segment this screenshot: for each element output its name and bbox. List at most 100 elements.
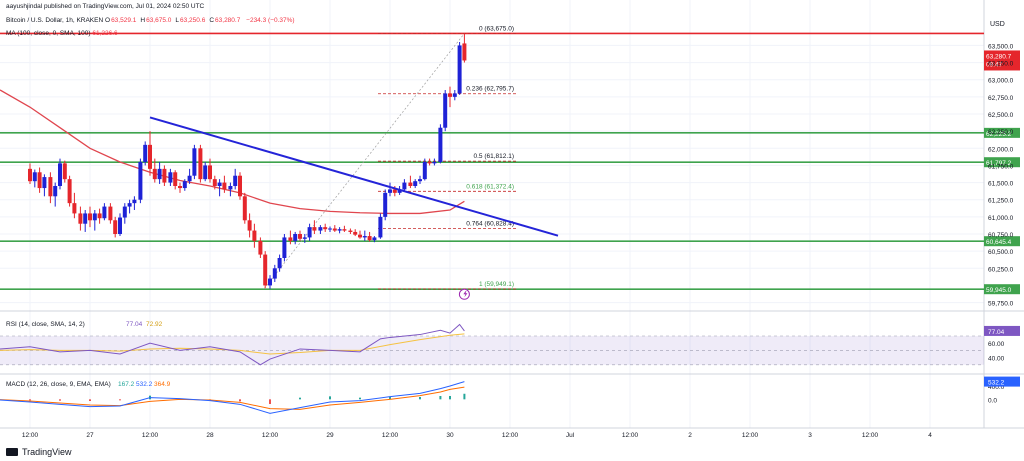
candle-body	[293, 234, 298, 241]
price-tick: 61,000.0	[988, 215, 1014, 222]
candle-body	[217, 182, 222, 186]
candle-body	[83, 213, 88, 224]
level-tag-text: 61,797.2	[986, 160, 1012, 167]
time-tick: 28	[206, 432, 214, 439]
macd-legend-label: MACD (12, 26, close, 9, EMA, EMA)	[6, 381, 111, 388]
level-tag-text: 60,645.4	[986, 239, 1012, 246]
candle-body	[358, 234, 362, 238]
candle-body	[192, 148, 197, 176]
macd-tick: 0.0	[988, 397, 997, 404]
candle-body	[138, 162, 143, 200]
footer-brand: TradingView	[22, 447, 72, 457]
price-tick: 62,500.0	[988, 112, 1014, 119]
price-tick: 63,250.0	[988, 61, 1014, 68]
macd-histogram-bar	[439, 396, 442, 400]
candle-body	[212, 179, 217, 186]
macd-histogram-bar	[269, 399, 271, 404]
candle-body	[62, 163, 67, 180]
candle-body	[462, 43, 467, 61]
ma-legend: MA (100, close, 0, SMA, 100) 61,226.6	[6, 30, 118, 37]
last-price-countdown: 09:47	[986, 61, 1003, 68]
candle-body	[118, 217, 122, 234]
level-tag-text: 59,945.0	[986, 287, 1012, 294]
candle-body	[258, 240, 263, 255]
tradingview-logo-icon	[6, 448, 18, 456]
rsi-legend-value: 77.04	[126, 321, 143, 328]
candle-body	[157, 168, 162, 180]
price-tick: 63,000.0	[988, 78, 1014, 85]
macd-histogram-bar	[299, 397, 301, 400]
ma-label: MA (100, close, 0, SMA, 100)	[6, 30, 91, 37]
fib-label-0.618: 0.618 (61,372.4)	[466, 183, 514, 190]
last-price-value: 63,280.7	[986, 53, 1012, 60]
candle-body	[148, 144, 152, 169]
level-tag-support-62225	[984, 127, 1020, 138]
candle-body	[392, 189, 397, 193]
macd-value-tag-text: 532.2	[988, 380, 1005, 387]
candle-body	[72, 203, 77, 214]
candle-body	[443, 93, 448, 128]
rsi-legend-label: RSI (14, close, SMA, 14, 2)	[6, 321, 85, 328]
price-axis: 62,225.2 61,797.2 60,645.4 59,945.0 63,280.7…	[984, 21, 1020, 404]
ohlc-value-O: 63,529.1	[111, 17, 137, 24]
macd-histogram-bar	[119, 399, 121, 401]
time-tick: 4	[928, 432, 932, 439]
candle-body	[53, 186, 58, 197]
candle-body	[182, 181, 187, 189]
rsi-tick: 40.00	[988, 356, 1005, 363]
price-tick: 59,750.0	[988, 301, 1014, 308]
level-tag-text: 62,225.2	[986, 131, 1012, 138]
time-tick: 27	[86, 432, 94, 439]
price-tick: 62,750.0	[988, 95, 1014, 102]
candle-body	[228, 186, 233, 190]
candle-body	[58, 163, 62, 186]
candle-body	[97, 213, 102, 219]
macd-legend-macd: 532.2	[136, 381, 153, 388]
macd-tick: 400.0	[988, 384, 1005, 391]
macd-histogram-bar	[449, 396, 451, 400]
candle-body	[312, 227, 317, 231]
time-tick: 12:00	[22, 432, 39, 439]
candle-body	[342, 229, 347, 231]
fib-label-1: 1 (59,949.1)	[479, 281, 514, 288]
ohlc-label-H: H	[140, 17, 146, 24]
candle-body	[143, 144, 148, 162]
last-price-tag	[984, 50, 1020, 71]
fib-retracement: 0 (63,675.0) 0.236 (62,795.7) 0.5 (61,812.…	[263, 25, 516, 290]
currency-label: USD	[990, 21, 1005, 28]
rsi-legend-ma-value: 72.92	[146, 321, 163, 328]
macd-histogram-bar	[389, 396, 391, 400]
candle-body	[457, 45, 462, 94]
candle-body	[168, 172, 173, 183]
candle-body	[252, 230, 257, 241]
trendline[interactable]	[149, 116, 559, 237]
price-tick: 60,750.0	[988, 232, 1014, 239]
candle-body	[372, 237, 377, 241]
rsi-tick: 60.00	[988, 341, 1005, 348]
candle-body	[173, 172, 178, 186]
candle-body	[247, 220, 252, 231]
macd-histogram-bar	[359, 397, 361, 400]
time-tick: 12:00	[862, 432, 879, 439]
lightning-icon-glyph	[463, 291, 468, 298]
candle-body	[78, 213, 83, 224]
ohlc-label-C: C	[209, 17, 215, 24]
candle-body	[378, 216, 383, 238]
symbol-legend: Bitcoin / U.S. Dollar, 1h, KRAKEN O63,52…	[6, 17, 295, 24]
ohlc-values: O63,529.1 H63,675.0 L63,250.6 C63,280.7	[105, 17, 244, 24]
macd-signal-line	[0, 386, 465, 410]
candle-body	[208, 165, 212, 180]
candle-body	[427, 162, 432, 164]
candles	[28, 33, 467, 289]
time-tick: 12:00	[262, 432, 279, 439]
rsi-value-tag	[984, 325, 1020, 336]
price-tick: 61,250.0	[988, 198, 1014, 205]
macd-line	[0, 381, 465, 414]
symbol-title: Bitcoin / U.S. Dollar, 1h, KRAKEN	[6, 17, 104, 24]
macd-legend-hist: 167.2	[118, 381, 135, 388]
time-tick: 12:00	[502, 432, 519, 439]
macd-histogram-bar	[329, 396, 331, 400]
price-tick: 61,750.0	[988, 163, 1014, 170]
candle-body	[122, 206, 127, 218]
